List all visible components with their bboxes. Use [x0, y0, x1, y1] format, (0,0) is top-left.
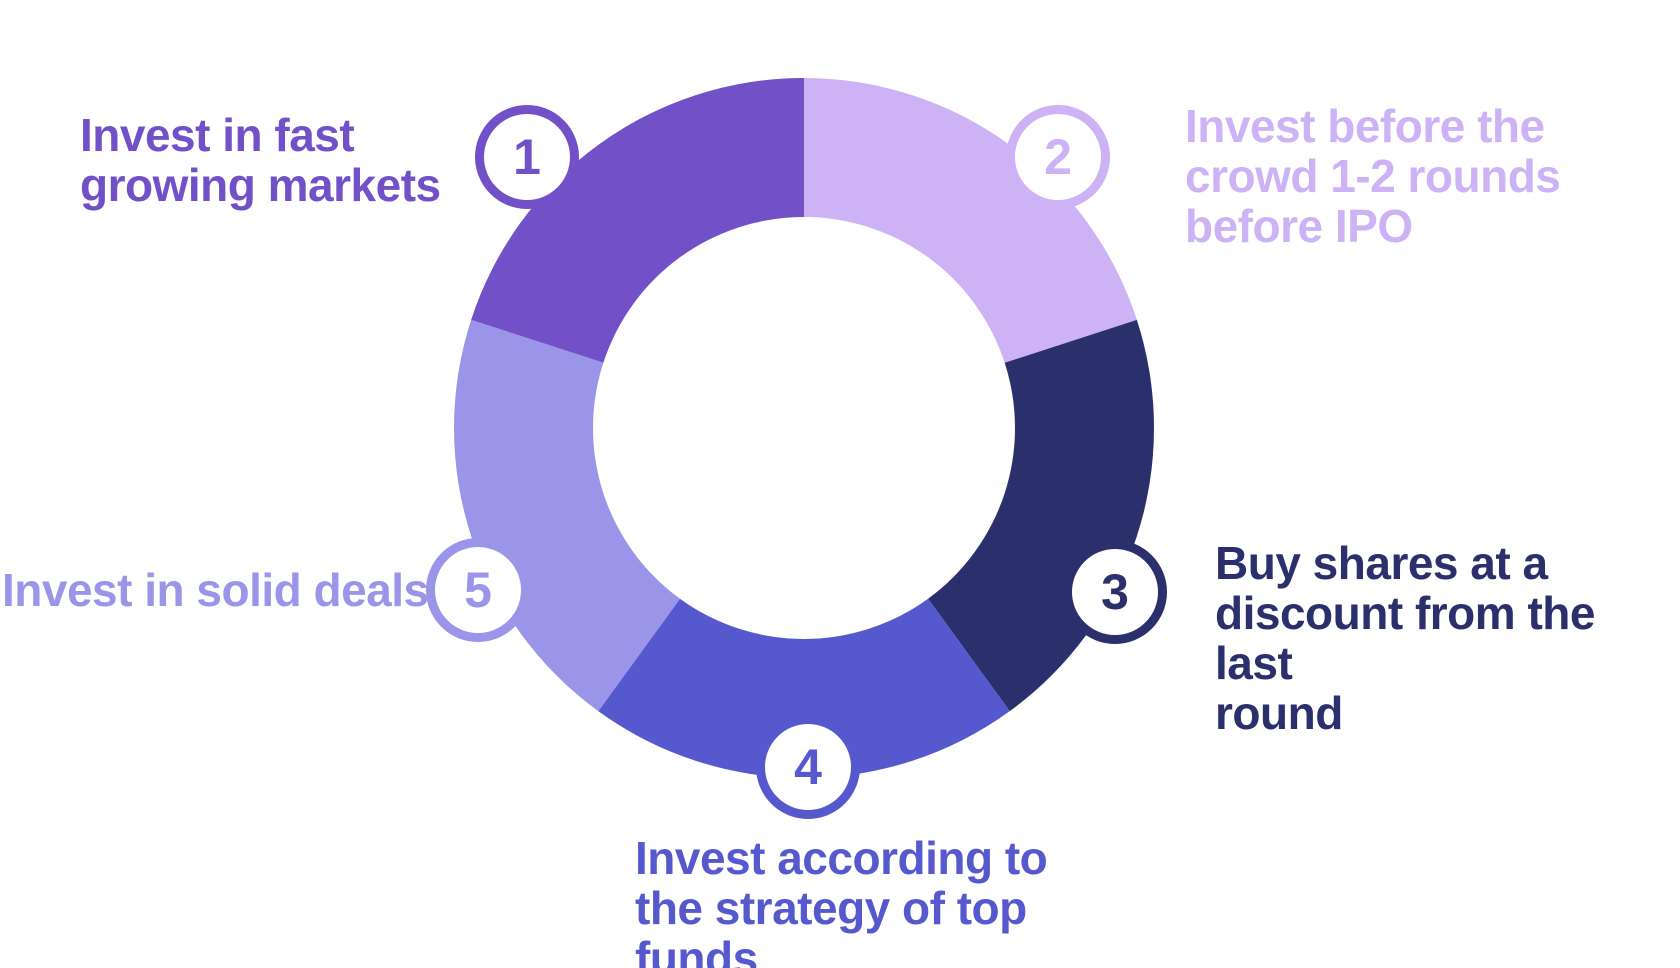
step-number-2: 2 — [1044, 129, 1072, 185]
donut-segment-1 — [471, 78, 804, 363]
step-badge-5: 5 — [426, 538, 530, 642]
step-badge-3: 3 — [1063, 540, 1167, 644]
step-number-5: 5 — [464, 562, 492, 618]
step-badge-4: 4 — [756, 715, 860, 819]
step-number-3: 3 — [1101, 564, 1129, 620]
step-label-1: Invest in fast growing markets — [80, 109, 441, 211]
step-label-5: Invest in solid deals — [2, 564, 429, 616]
step-label-2: Invest before the crowd 1-2 rounds befor… — [1185, 100, 1561, 252]
step-label-3: Buy shares at a discount from the last r… — [1215, 537, 1595, 739]
step-number-1: 1 — [513, 129, 541, 185]
step-label-4: Invest according to the strategy of top … — [635, 832, 1048, 968]
step-number-4: 4 — [794, 739, 822, 795]
step-badge-1: 1 — [475, 105, 579, 209]
donut-segment-2 — [804, 78, 1137, 363]
donut-segment-4 — [598, 598, 1010, 779]
step-badge-2: 2 — [1006, 105, 1110, 209]
